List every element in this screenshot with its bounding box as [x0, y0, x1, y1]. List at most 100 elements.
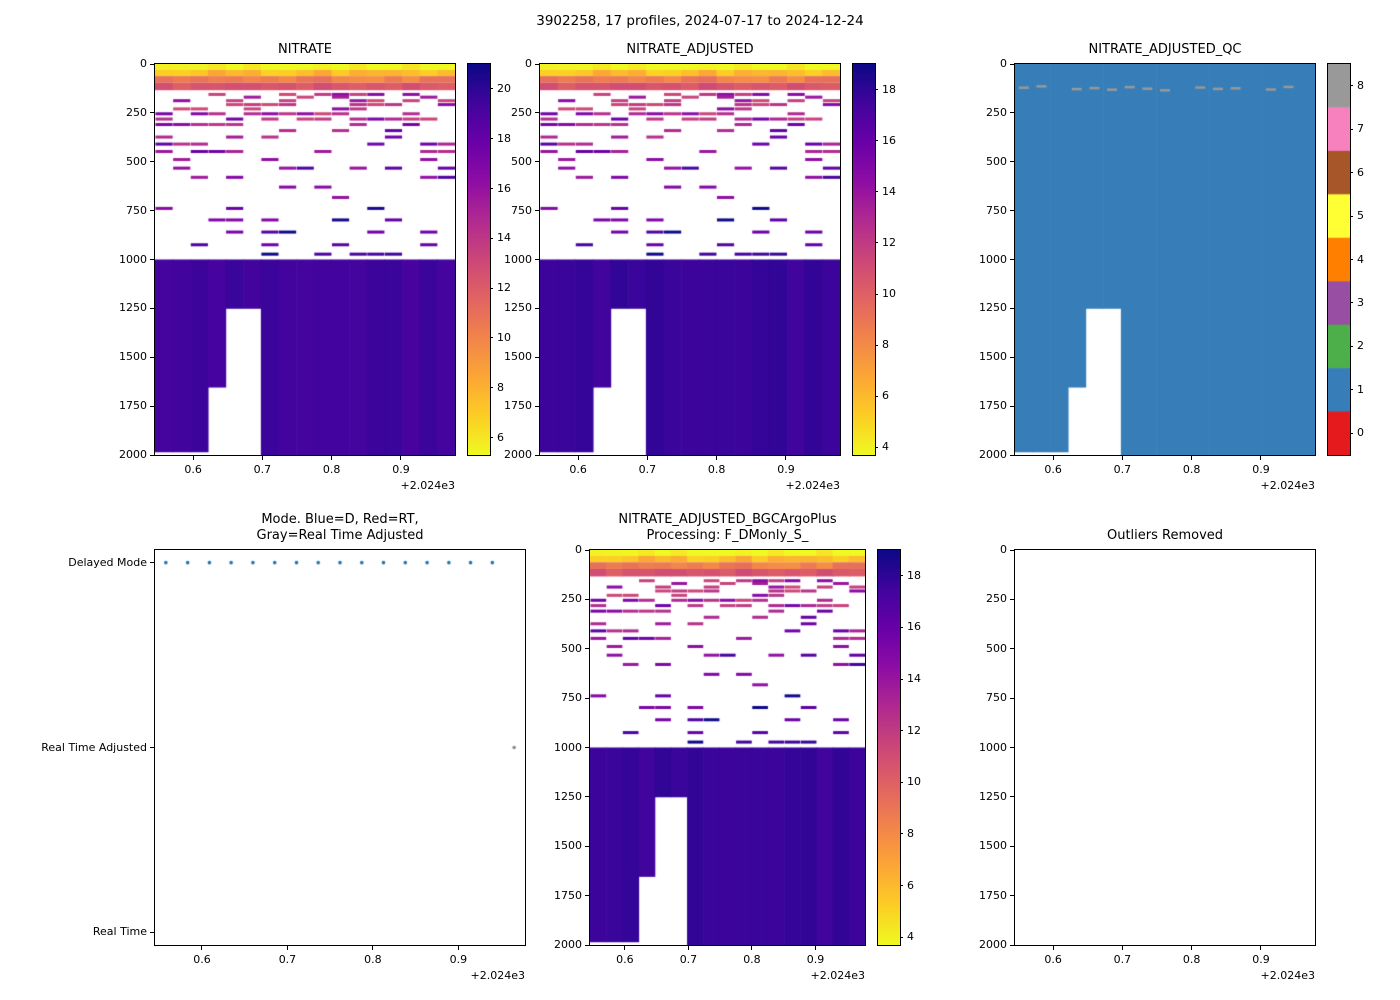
- colorbar-tick-label: 16: [882, 133, 896, 147]
- y-tick-mark: [1010, 648, 1014, 650]
- x-tick-mark: [785, 456, 787, 460]
- y-tick-label: 1250: [554, 789, 582, 803]
- mode-scatter-canvas: [155, 550, 525, 945]
- qc-colorbar-canvas: [1328, 64, 1350, 455]
- mode-category-label: Real Time Adjusted: [41, 740, 147, 754]
- y-tick-label: 0: [1000, 57, 1007, 70]
- x-tick-mark: [577, 456, 579, 460]
- colorbar-tick-label: 20: [497, 81, 511, 95]
- colorbar-tick-label: 5: [1357, 209, 1364, 223]
- colorbar-tick-label: 4: [907, 930, 914, 944]
- x-tick-label: 0.6: [1044, 463, 1062, 476]
- nitrate-heatmap-canvas: [155, 64, 455, 455]
- mode-category-label: Real Time: [92, 925, 147, 939]
- x-tick-label: 0.8: [1182, 463, 1201, 476]
- nitrate-colorbar-canvas: [468, 64, 490, 455]
- colorbar-tick-label: 14: [497, 231, 511, 245]
- y-tick-label: 1000: [979, 740, 1007, 754]
- x-tick-label: 0.7: [278, 953, 297, 966]
- y-tick-mark: [1010, 405, 1014, 407]
- colorbar-tick-label: 3: [1357, 295, 1364, 309]
- y-tick-mark: [585, 697, 589, 699]
- x-tick-label: 0.9: [806, 953, 825, 966]
- y-tick-label: 500: [986, 641, 1007, 655]
- x-tick-mark: [192, 456, 194, 460]
- colorbar-tick-mark: [900, 936, 903, 938]
- y-tick-mark: [1010, 210, 1014, 212]
- x-tick-label: 0.8: [322, 463, 341, 476]
- panel-title-bgcargoplus: NITRATE_ADJUSTED_BGCArgoPlus Processing:…: [618, 512, 837, 543]
- y-tick-label: 250: [561, 592, 582, 606]
- colorbar-tick-label: 18: [907, 568, 921, 582]
- y-tick-mark: [1010, 845, 1014, 847]
- x-tick-mark: [1121, 946, 1123, 950]
- colorbar-tick-mark: [490, 88, 493, 90]
- colorbar-tick-mark: [490, 138, 493, 140]
- x-tick-mark: [372, 946, 374, 950]
- colorbar-tick-label: 6: [882, 389, 889, 403]
- axis-offset-label: +2.024e3: [470, 969, 525, 982]
- y-tick-label: 1500: [979, 350, 1007, 364]
- colorbar-tick-mark: [1350, 389, 1353, 391]
- y-tick-label: 250: [511, 105, 532, 119]
- x-tick-label: 0.9: [1252, 463, 1270, 476]
- colorbar-tick-mark: [1350, 302, 1353, 304]
- y-tick-label: 1750: [554, 888, 582, 902]
- colorbar-tick-mark: [490, 337, 493, 339]
- y-tick-mark: [535, 405, 539, 407]
- x-tick-label: 0.8: [707, 463, 726, 476]
- mode-category-label: Delayed Mode: [68, 555, 147, 569]
- colorbar-tick-label: 1: [1357, 382, 1364, 396]
- y-tick-mark: [585, 796, 589, 798]
- y-tick-label: 1500: [554, 839, 582, 853]
- y-tick-label: 2000: [504, 448, 532, 461]
- colorbar-tick-label: 10: [882, 287, 896, 300]
- colorbar-tick-label: 6: [1357, 165, 1364, 179]
- plot-frame: [1014, 549, 1316, 946]
- colorbar-tick-label: 8: [882, 338, 889, 352]
- y-tick-label: 1750: [504, 399, 532, 413]
- y-tick-mark: [1010, 895, 1014, 897]
- y-tick-label: 1000: [554, 740, 582, 754]
- y-tick-label: 1500: [504, 350, 532, 364]
- y-tick-mark: [150, 307, 154, 309]
- y-tick-mark: [585, 598, 589, 600]
- y-tick-label: 0: [1000, 543, 1007, 556]
- axis-offset-label: +2.024e3: [1260, 479, 1315, 492]
- panel-outliers-removed: Outliers Removed: [1014, 528, 1316, 946]
- x-tick-mark: [457, 946, 459, 950]
- y-tick-mark: [150, 931, 154, 933]
- y-tick-mark: [1010, 747, 1014, 748]
- y-tick-label: 1750: [979, 399, 1007, 413]
- colorbar-tick-label: 12: [907, 723, 921, 737]
- x-tick-label: 0.6: [616, 953, 634, 966]
- colorbar-tick-mark: [875, 293, 878, 295]
- plot-frame: [154, 63, 456, 456]
- colorbar-tick-mark: [875, 344, 878, 346]
- y-tick-mark: [1010, 796, 1014, 798]
- y-tick-label: 1250: [119, 301, 147, 315]
- axis-offset-label: +2.024e3: [400, 479, 455, 492]
- y-tick-mark: [535, 112, 539, 114]
- colorbar-tick-mark: [1350, 345, 1353, 347]
- y-tick-mark: [535, 210, 539, 212]
- colorbar-tick-label: 16: [907, 620, 921, 634]
- x-tick-mark: [1191, 946, 1193, 950]
- y-tick-label: 500: [561, 641, 582, 655]
- y-tick-mark: [535, 454, 539, 456]
- x-tick-mark: [1260, 456, 1262, 460]
- y-tick-mark: [535, 63, 539, 65]
- colorbar-tick-label: 18: [497, 131, 511, 145]
- panel-nitrate: NITRATE: [154, 42, 491, 456]
- x-tick-label: 0.9: [777, 463, 795, 476]
- y-tick-mark: [150, 405, 154, 407]
- x-tick-label: 0.9: [392, 463, 410, 476]
- colorbar-tick-label: 16: [497, 181, 511, 195]
- y-tick-mark: [1010, 454, 1014, 456]
- colorbar-tick-label: 12: [882, 235, 896, 249]
- y-tick-label: 0: [525, 57, 532, 70]
- colorbar-tick-mark: [1350, 128, 1353, 130]
- x-tick-label: 0.6: [193, 953, 211, 966]
- y-tick-mark: [535, 161, 539, 163]
